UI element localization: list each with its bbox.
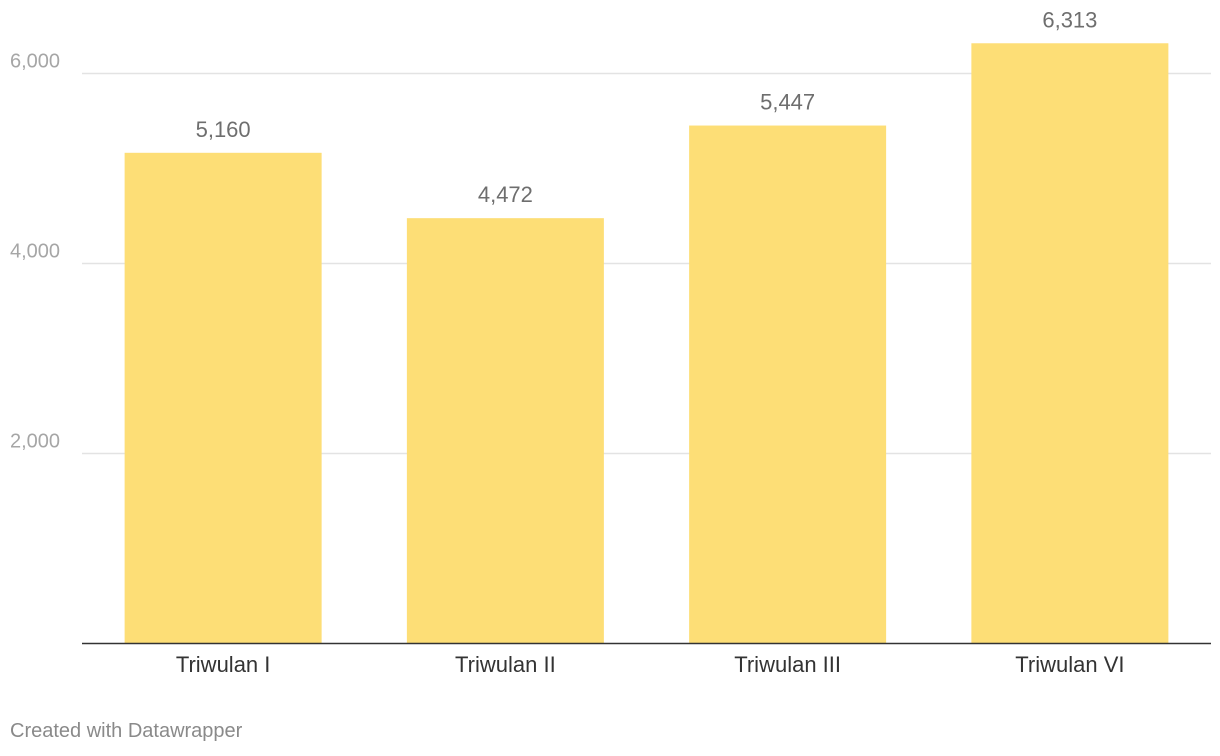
y-axis-tick-labels: 2,000 4,000 6,000 [10, 51, 60, 453]
bar [689, 125, 887, 643]
bar-chart: 2,000 4,000 6,000 5,160 4,472 5,447 6,313 Tri… [10, 7, 1211, 677]
bar-value-label: 5,447 [760, 90, 815, 115]
x-category-label: Triwulan III [734, 652, 841, 677]
bar [124, 152, 322, 644]
bar-value-label: 6,313 [1042, 7, 1097, 32]
x-axis-category-labels: Triwulan I Triwulan II Triwulan III Triwula… [176, 652, 1125, 677]
bar-value-label: 5,160 [196, 117, 251, 142]
bar-value-label: 4,472 [478, 182, 533, 207]
x-category-label: Triwulan II [455, 652, 556, 677]
x-category-label: Triwulan I [176, 652, 271, 677]
bar [971, 43, 1169, 643]
y-tick-label: 4,000 [10, 241, 60, 263]
bar-value-labels: 5,160 4,472 5,447 6,313 [196, 7, 1098, 207]
x-category-label: Triwulan VI [1015, 652, 1124, 677]
y-tick-label: 2,000 [10, 431, 60, 453]
bars [124, 43, 1169, 644]
bar [406, 218, 604, 643]
y-tick-label: 6,000 [10, 51, 60, 73]
datawrapper-credit[interactable]: Created with Datawrapper [10, 720, 243, 742]
